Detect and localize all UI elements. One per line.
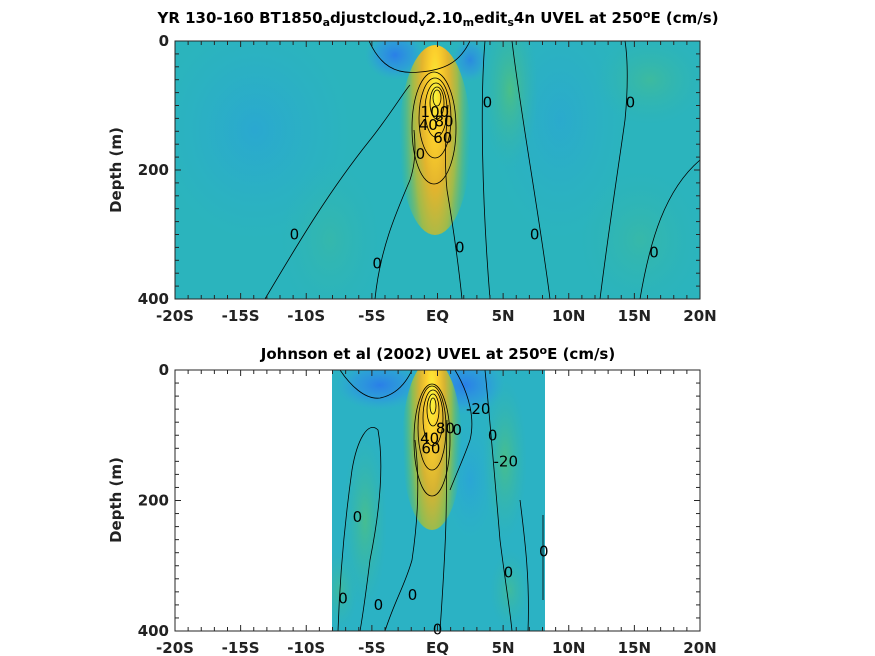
contour-label: 100 xyxy=(421,103,450,121)
title-text: v xyxy=(418,16,426,29)
x-tick-label: 15N xyxy=(618,639,651,656)
panel-1-y-axis-label: Depth (m) xyxy=(107,127,125,213)
title-text: YR 130-160 BT1850 xyxy=(156,9,322,27)
panel-1: YR 130-160 BT1850adjustcloudv2.10medits4… xyxy=(107,8,719,325)
panel-1-heatmap xyxy=(175,41,700,299)
x-tick-label: 15N xyxy=(618,307,651,325)
contour-label: 60 xyxy=(421,439,440,457)
contour-label: 0 xyxy=(416,145,426,163)
contour-label: 0 xyxy=(338,589,348,607)
x-tick-label: -20S xyxy=(156,639,194,656)
contour-label: -20 xyxy=(494,452,519,470)
x-tick-label: 10N xyxy=(552,307,585,325)
x-tick-label: 20N xyxy=(683,639,716,656)
contour-label: 60 xyxy=(433,129,452,147)
y-tick-label: 200 xyxy=(138,161,169,179)
title-text: E (cm/s) xyxy=(547,345,615,363)
contour-label: 0 xyxy=(488,426,498,444)
contour-label: 0 xyxy=(452,421,462,439)
contour-label: 40 xyxy=(420,430,439,448)
contour-label: 0 xyxy=(649,244,659,262)
x-tick-label: EQ xyxy=(426,307,449,325)
x-tick-label: 20N xyxy=(683,307,716,325)
x-tick-label: -15S xyxy=(222,307,260,325)
panel-2-heatmap xyxy=(332,370,545,631)
x-tick-label: -10S xyxy=(287,307,325,325)
x-tick-label: 5N xyxy=(492,639,515,656)
panel-2: Johnson et al (2002) UVEL at 250oE (cm/s… xyxy=(107,344,717,656)
x-tick-label: -20S xyxy=(156,307,194,325)
panel-1-contours xyxy=(264,41,700,299)
panel-2-contours xyxy=(337,370,544,631)
panel-2-x-axis: -20S -15S -10S -5S EQ 5N 10N 15N 20N xyxy=(156,370,717,656)
title-text: s xyxy=(507,16,514,29)
y-tick-label: 200 xyxy=(138,492,169,510)
x-tick-label: -5S xyxy=(358,639,385,656)
title-text: 4n UVEL at 250 xyxy=(514,9,643,27)
x-tick-label: EQ xyxy=(426,639,449,656)
panel-2-title: Johnson et al (2002) UVEL at 250oE (cm/s… xyxy=(260,344,615,363)
y-tick-label: 400 xyxy=(138,290,169,308)
title-text: m xyxy=(463,16,474,29)
panel-1-title: YR 130-160 BT1850adjustcloudv2.10medits4… xyxy=(156,8,718,29)
contour-label: 0 xyxy=(530,226,540,244)
panel-1-x-axis: -20S -15S -10S -5S EQ 5N 10N 15N 20N xyxy=(156,41,717,325)
title-text: djustcloud xyxy=(330,9,418,27)
x-tick-label: -5S xyxy=(358,307,385,325)
contour-label: 0 xyxy=(408,586,418,604)
contour-label: 80 xyxy=(436,420,455,438)
contour-label: 0 xyxy=(455,238,465,256)
panel-2-y-axis-label: Depth (m) xyxy=(107,457,125,543)
x-tick-label: -10S xyxy=(287,639,325,656)
contour-label: 0 xyxy=(504,563,514,581)
title-text: a xyxy=(323,16,330,29)
contour-label: 0 xyxy=(626,93,636,111)
contour-label: 0 xyxy=(353,508,363,526)
contour-label: 0 xyxy=(372,255,382,273)
x-tick-label: -15S xyxy=(222,639,260,656)
contour-label: 0 xyxy=(374,596,384,614)
title-text: 2.10 xyxy=(426,9,463,27)
contour-label: 80 xyxy=(435,113,454,131)
title-text: o xyxy=(540,344,548,357)
y-tick-label: 400 xyxy=(138,622,169,640)
contour-label: 0 xyxy=(483,93,493,111)
y-tick-label: 0 xyxy=(159,32,169,50)
contour-label: 0 xyxy=(290,226,300,244)
title-text: o xyxy=(643,8,651,21)
x-tick-label: 5N xyxy=(492,307,515,325)
y-tick-label: 0 xyxy=(159,361,169,379)
x-tick-label: 10N xyxy=(552,639,585,656)
title-text: E (cm/s) xyxy=(650,9,718,27)
contour-label: -20 xyxy=(466,400,491,418)
contour-label: 40 xyxy=(419,116,438,134)
title-text: edit xyxy=(474,9,507,27)
contour-label: 0 xyxy=(539,542,549,560)
title-text: Johnson et al (2002) UVEL at 250 xyxy=(260,345,540,363)
